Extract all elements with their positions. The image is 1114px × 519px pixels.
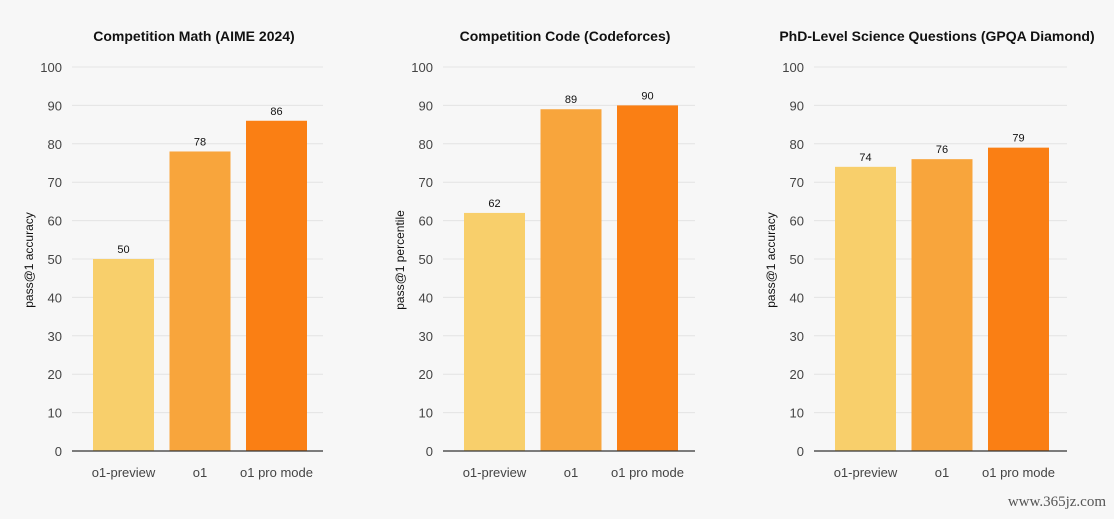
bar xyxy=(464,212,525,451)
chart-1: Competition Math (AIME 2024) 0 10 20 30 40 50 6… xyxy=(22,28,323,480)
chart-3: PhD-Level Science Questions (GPQA Diamon… xyxy=(764,28,1095,480)
y-tick-label: 30 xyxy=(419,329,433,344)
y-tick-label: 50 xyxy=(419,252,433,267)
x-tick-label: o1 xyxy=(564,465,578,480)
y-axis-label: pass@1 percentile xyxy=(393,210,407,310)
x-tick-label: o1 pro mode xyxy=(611,465,684,480)
x-tick-label: o1-preview xyxy=(92,465,156,480)
y-tick-label: 70 xyxy=(419,175,433,190)
x-tick-label: o1-preview xyxy=(834,465,898,480)
y-tick-label: 30 xyxy=(790,329,804,344)
x-tick-label: o1 pro mode xyxy=(240,465,313,480)
y-tick-label: 30 xyxy=(48,329,62,344)
data-label: 90 xyxy=(641,90,653,102)
y-tick-label: 60 xyxy=(419,214,433,229)
chart-title: Competition Code (Codeforces) xyxy=(460,28,671,44)
y-tick-label: 60 xyxy=(790,214,804,229)
y-tick-label: 50 xyxy=(48,252,62,267)
bar xyxy=(911,159,973,451)
x-tick-label: o1-preview xyxy=(463,465,527,480)
data-label: 50 xyxy=(117,244,129,256)
data-label: 89 xyxy=(565,94,577,106)
y-tick-label: 20 xyxy=(419,367,433,382)
watermark: www.365jz.com xyxy=(1007,494,1106,510)
bar xyxy=(988,147,1049,451)
y-tick-label: 80 xyxy=(790,137,804,152)
x-tick-label: o1 pro mode xyxy=(982,465,1055,480)
x-tick-label: o1 xyxy=(935,465,949,480)
chart-2: Competition Code (Codeforces) 0 10 20 30 40 50… xyxy=(393,28,695,480)
y-tick-label: 100 xyxy=(782,60,804,75)
y-axis-label: pass@1 accuracy xyxy=(764,212,778,308)
bar xyxy=(246,120,307,451)
y-tick-label: 100 xyxy=(411,60,433,75)
data-label: 86 xyxy=(270,106,282,118)
bar xyxy=(617,105,678,452)
bar xyxy=(169,151,231,452)
y-tick-label: 20 xyxy=(790,367,804,382)
y-tick-label: 60 xyxy=(48,214,62,229)
data-label: 78 xyxy=(194,136,206,148)
bar xyxy=(540,109,602,452)
y-tick-label: 80 xyxy=(419,137,433,152)
y-tick-label: 40 xyxy=(790,290,804,305)
y-tick-label: 10 xyxy=(48,406,62,421)
data-label: 79 xyxy=(1012,133,1024,145)
y-tick-label: 90 xyxy=(790,98,804,113)
y-tick-label: 10 xyxy=(790,406,804,421)
y-axis-label: pass@1 accuracy xyxy=(22,212,36,308)
chart-title: PhD-Level Science Questions (GPQA Diamon… xyxy=(779,28,1094,44)
chart-title: Competition Math (AIME 2024) xyxy=(93,28,294,44)
y-tick-label: 0 xyxy=(426,444,433,459)
y-tick-label: 90 xyxy=(419,98,433,113)
y-tick-label: 50 xyxy=(790,252,804,267)
y-tick-label: 100 xyxy=(40,60,62,75)
y-tick-label: 40 xyxy=(48,290,62,305)
bar xyxy=(835,166,896,451)
data-label: 62 xyxy=(488,198,500,210)
y-tick-label: 0 xyxy=(797,444,804,459)
data-label: 76 xyxy=(936,144,948,156)
bar xyxy=(93,259,154,451)
y-tick-label: 70 xyxy=(790,175,804,190)
y-tick-label: 40 xyxy=(419,290,433,305)
y-tick-label: 10 xyxy=(419,406,433,421)
x-tick-label: o1 xyxy=(193,465,207,480)
y-tick-label: 20 xyxy=(48,367,62,382)
y-tick-label: 0 xyxy=(55,444,62,459)
data-label: 74 xyxy=(859,152,871,164)
y-tick-label: 70 xyxy=(48,175,62,190)
y-tick-label: 80 xyxy=(48,137,62,152)
y-tick-label: 90 xyxy=(48,98,62,113)
